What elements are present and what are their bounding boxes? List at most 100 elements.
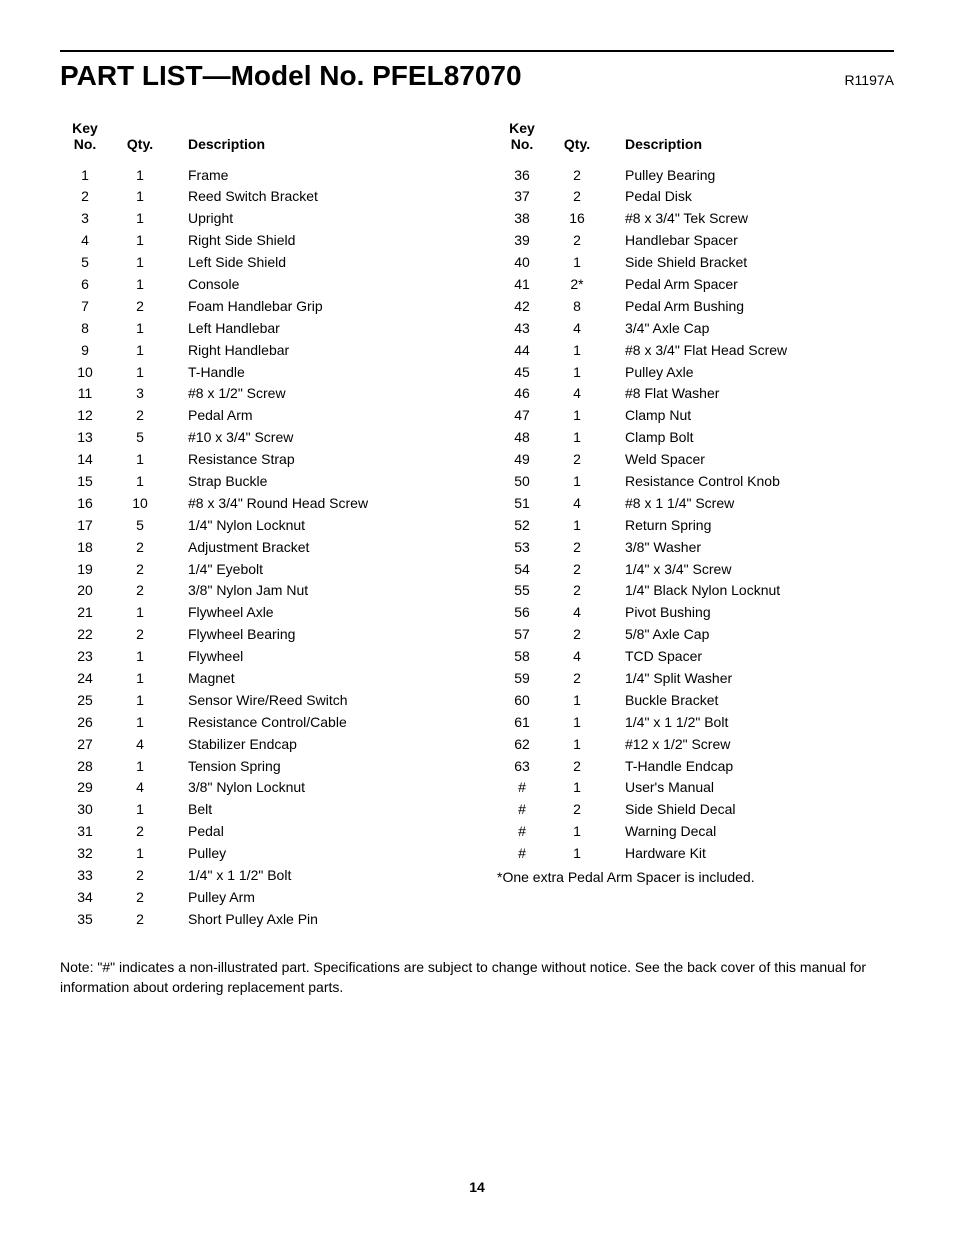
left-column: Key No. Qty. Description 11Frame21Reed S… [60, 120, 457, 930]
cell-key: 26 [60, 711, 110, 733]
cell-qty: 4 [547, 602, 607, 624]
table-row: 141Resistance Strap [60, 449, 457, 471]
table-row: 91Right Handlebar [60, 339, 457, 361]
table-row: 471Clamp Nut [497, 405, 894, 427]
cell-key: 16 [60, 492, 110, 514]
table-row: 521Return Spring [497, 514, 894, 536]
cell-key: 19 [60, 558, 110, 580]
header: PART LIST—Model No. PFEL87070 R1197A [60, 60, 894, 92]
cell-qty: 1 [110, 317, 170, 339]
cell-qty: 2 [547, 580, 607, 602]
cell-qty: 1 [110, 339, 170, 361]
cell-qty: 1 [547, 470, 607, 492]
cell-desc: Side Shield Bracket [607, 252, 894, 274]
table-row: #1User's Manual [497, 777, 894, 799]
cell-desc: Left Handlebar [170, 317, 457, 339]
cell-key: 13 [60, 427, 110, 449]
cell-desc: 3/4" Axle Cap [607, 317, 894, 339]
table-row: 451Pulley Axle [497, 361, 894, 383]
table-row: 231Flywheel [60, 646, 457, 668]
cell-desc: Adjustment Bracket [170, 536, 457, 558]
table-row: 301Belt [60, 799, 457, 821]
cell-desc: Reed Switch Bracket [170, 186, 457, 208]
cell-desc: Resistance Control Knob [607, 470, 894, 492]
cell-qty: 2 [547, 558, 607, 580]
cell-key: 49 [497, 449, 547, 471]
table-row: 101T-Handle [60, 361, 457, 383]
cell-desc: Left Side Shield [170, 252, 457, 274]
table-row: 41Right Side Shield [60, 230, 457, 252]
cell-desc: User's Manual [607, 777, 894, 799]
cell-key: 3 [60, 208, 110, 230]
cell-desc: Return Spring [607, 514, 894, 536]
cell-qty: 1 [110, 667, 170, 689]
table-row: 514#8 x 1 1/4" Screw [497, 492, 894, 514]
cell-key: 57 [497, 624, 547, 646]
cell-key: 44 [497, 339, 547, 361]
cell-desc: Clamp Nut [607, 405, 894, 427]
cell-qty: 2 [110, 405, 170, 427]
table-row: 122Pedal Arm [60, 405, 457, 427]
cell-qty: 2 [547, 230, 607, 252]
cell-key: 8 [60, 317, 110, 339]
cell-key: 37 [497, 186, 547, 208]
table-row: 182Adjustment Bracket [60, 536, 457, 558]
cell-key: 35 [60, 908, 110, 930]
cell-key: 14 [60, 449, 110, 471]
cell-desc: Resistance Strap [170, 449, 457, 471]
table-row: #1Hardware Kit [497, 843, 894, 865]
cell-qty: 4 [547, 383, 607, 405]
col-desc: Description [170, 120, 457, 164]
cell-desc: 5/8" Axle Cap [607, 624, 894, 646]
cell-qty: 1 [110, 799, 170, 821]
table-row: 362Pulley Bearing [497, 164, 894, 186]
cell-desc: 1/4" x 1 1/2" Bolt [170, 865, 457, 887]
cell-desc: #8 x 1/2" Screw [170, 383, 457, 405]
parts-table-right: Key No. Qty. Description 362Pulley Beari… [497, 120, 894, 865]
cell-qty: 1 [547, 339, 607, 361]
cell-key: 55 [497, 580, 547, 602]
cell-key: 61 [497, 711, 547, 733]
cell-key: 5 [60, 252, 110, 274]
cell-desc: Pivot Bushing [607, 602, 894, 624]
cell-qty: 2 [547, 624, 607, 646]
cell-desc: Magnet [170, 667, 457, 689]
cell-key: 18 [60, 536, 110, 558]
cell-qty: 1 [110, 602, 170, 624]
cell-desc: Flywheel [170, 646, 457, 668]
table-row: 564Pivot Bushing [497, 602, 894, 624]
table-row: 113#8 x 1/2" Screw [60, 383, 457, 405]
table-row: 492Weld Spacer [497, 449, 894, 471]
cell-desc: 1/4" Split Washer [607, 667, 894, 689]
cell-qty: 1 [547, 733, 607, 755]
cell-desc: 1/4" x 1 1/2" Bolt [607, 711, 894, 733]
table-row: 428Pedal Arm Bushing [497, 295, 894, 317]
cell-desc: 1/4" x 3/4" Screw [607, 558, 894, 580]
cell-qty: 1 [547, 514, 607, 536]
table-row: 584TCD Spacer [497, 646, 894, 668]
table-row: 441#8 x 3/4" Flat Head Screw [497, 339, 894, 361]
cell-key: 52 [497, 514, 547, 536]
table-row: 321Pulley [60, 843, 457, 865]
cell-key: 28 [60, 755, 110, 777]
cell-key: 50 [497, 470, 547, 492]
cell-desc: Hardware Kit [607, 843, 894, 865]
cell-key: 42 [497, 295, 547, 317]
cell-qty: 2 [547, 667, 607, 689]
cell-desc: Frame [170, 164, 457, 186]
cell-key: # [497, 821, 547, 843]
cell-qty: 1 [110, 689, 170, 711]
table-row: 222Flywheel Bearing [60, 624, 457, 646]
cell-key: 2 [60, 186, 110, 208]
cell-desc: Pedal Arm [170, 405, 457, 427]
cell-desc: Weld Spacer [607, 449, 894, 471]
cell-qty: 2 [547, 799, 607, 821]
cell-desc: Pulley [170, 843, 457, 865]
cell-desc: Tension Spring [170, 755, 457, 777]
cell-desc: Upright [170, 208, 457, 230]
cell-desc: Foam Handlebar Grip [170, 295, 457, 317]
cell-desc: Pulley Axle [607, 361, 894, 383]
cell-qty: 2 [547, 186, 607, 208]
cell-desc: Pulley Bearing [607, 164, 894, 186]
cell-qty: 2* [547, 273, 607, 295]
